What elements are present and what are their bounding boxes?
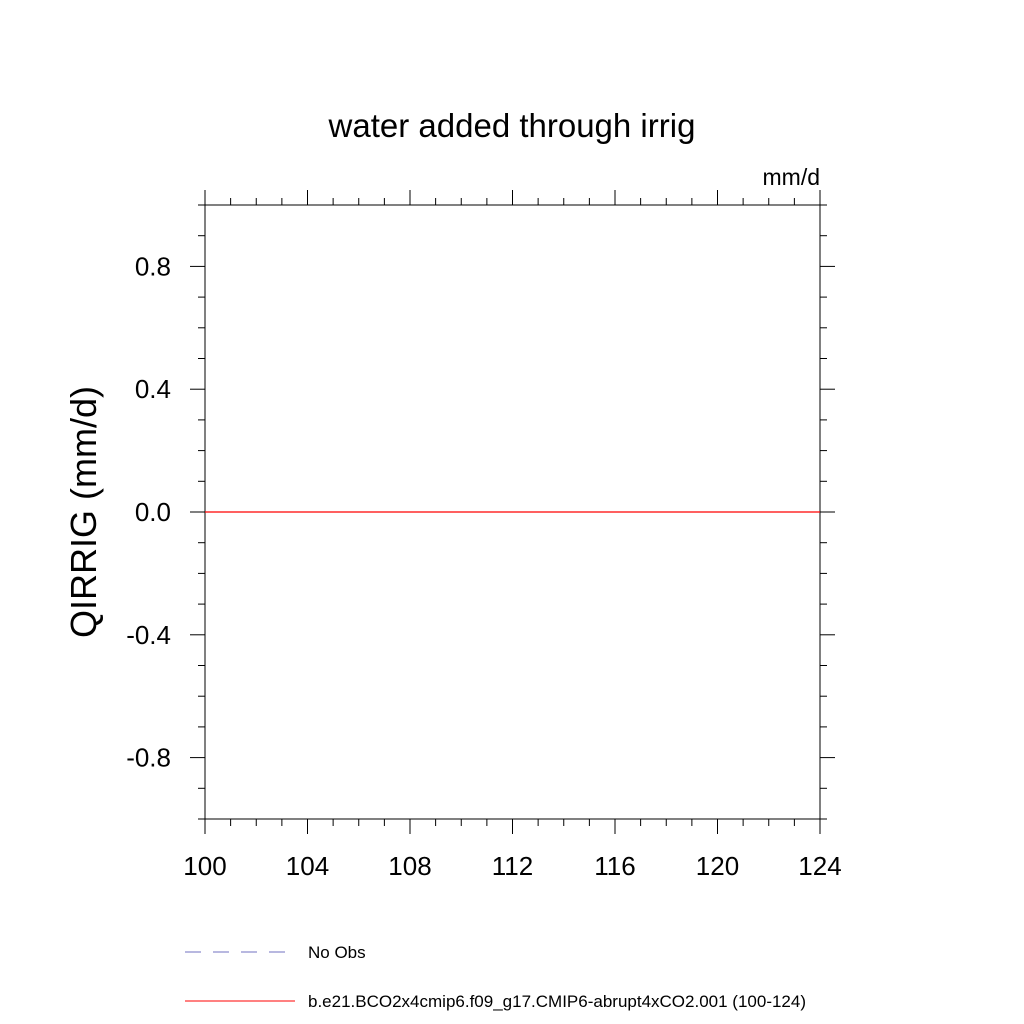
y-tick-label: -0.8	[126, 743, 171, 773]
x-tick-label: 108	[388, 851, 431, 881]
legend-label-no-obs: No Obs	[308, 943, 366, 962]
chart-title: water added through irrig	[328, 107, 696, 144]
units-label: mm/d	[763, 164, 821, 190]
x-tick-label: 104	[286, 851, 329, 881]
tick-labels-layer: 100 104 108 112 116 120 124 -0.8 -0.4 0.0 0.4 0.8	[126, 251, 842, 881]
x-tick-label: 120	[696, 851, 739, 881]
x-tick-label: 116	[594, 851, 635, 881]
x-tick-label: 100	[183, 851, 226, 881]
x-tick-label: 112	[492, 851, 533, 881]
y-tick-label: 0.4	[135, 374, 171, 404]
y-tick-label: 0.8	[135, 251, 171, 281]
ticks-layer	[190, 190, 835, 834]
y-axis-label: QIRRIG (mm/d)	[63, 386, 104, 638]
legend-label-series: b.e21.BCO2x4cmip6.f09_g17.CMIP6-abrupt4x…	[308, 992, 806, 1011]
y-tick-label: -0.4	[126, 620, 171, 650]
legend: No Obs b.e21.BCO2x4cmip6.f09_g17.CMIP6-a…	[185, 943, 806, 1011]
y-tick-label: 0.0	[135, 497, 171, 527]
x-tick-label: 124	[798, 851, 841, 881]
